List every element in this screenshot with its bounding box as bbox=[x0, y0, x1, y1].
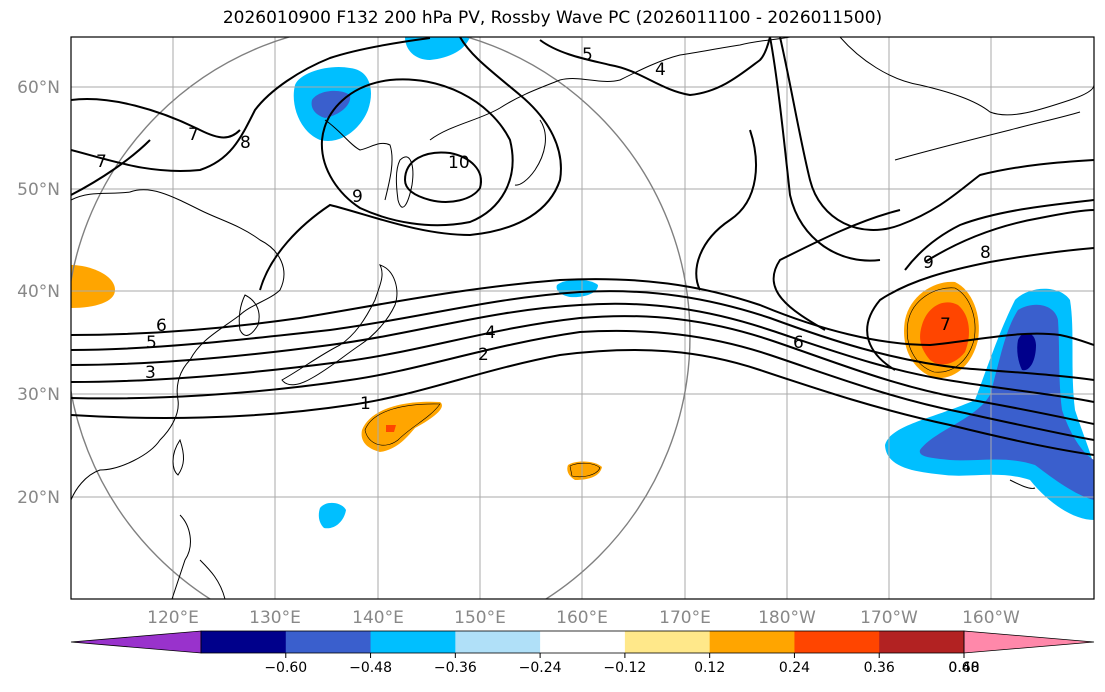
contour-label: 6 bbox=[156, 316, 167, 336]
positive-anomaly-west-edge bbox=[71, 265, 115, 308]
contour-label: 7 bbox=[188, 125, 199, 145]
lon-label: 160°W bbox=[962, 608, 1020, 628]
lon-label: 170°E bbox=[659, 608, 711, 628]
lon-label: 160°E bbox=[556, 608, 608, 628]
lat-label: 60°N bbox=[17, 78, 60, 98]
colorbar-tick-label: 0.12 bbox=[694, 660, 725, 676]
lat-label: 40°N bbox=[17, 282, 60, 302]
map-frame bbox=[70, 36, 1095, 600]
colorbar-swatch bbox=[201, 631, 287, 653]
negative-anomaly-okhotsk-core bbox=[311, 90, 351, 118]
lon-label: 170°W bbox=[860, 608, 918, 628]
negative-anomaly-east-pacific-core bbox=[919, 304, 1094, 500]
contour-2 bbox=[71, 329, 1094, 441]
lat-label: 30°N bbox=[17, 385, 60, 405]
colorbar: −0.60 −0.48 −0.36 −0.24 −0.12 0.12 0.24 0.36 0.4… bbox=[70, 630, 1095, 676]
contour-label: 9 bbox=[352, 187, 363, 207]
pv-contours bbox=[71, 37, 1094, 456]
contour-7-east bbox=[866, 247, 1094, 371]
contour-north-9 bbox=[320, 78, 514, 227]
graticule bbox=[71, 37, 1094, 599]
coastlines bbox=[71, 37, 1094, 599]
colorbar-extend-low bbox=[70, 630, 202, 654]
contour-label: 10 bbox=[448, 153, 470, 173]
colorbar-swatch bbox=[370, 631, 456, 653]
lon-label: 180°W bbox=[758, 608, 816, 628]
colorbar-swatch bbox=[540, 631, 626, 653]
colorbar-swatch bbox=[879, 631, 965, 653]
colorbar-tick-label: 0.48 bbox=[948, 660, 979, 676]
colorbar-tick-label: 0.60 bbox=[948, 660, 979, 676]
lat-label: 50°N bbox=[17, 180, 60, 200]
colorbar-extend-high bbox=[963, 630, 1095, 654]
contour-5-top bbox=[539, 37, 771, 97]
contour-1 bbox=[71, 349, 1094, 456]
contour-8-east bbox=[772, 209, 901, 331]
colorbar-swatch bbox=[624, 631, 711, 653]
negative-anomaly-north bbox=[405, 37, 470, 60]
colorbar-tick-label: 0.24 bbox=[779, 660, 810, 676]
contour-label: 4 bbox=[655, 60, 666, 80]
negative-anomaly-philippine bbox=[318, 502, 346, 529]
colorbar-swatch bbox=[794, 631, 880, 653]
colorbar-tick-label: −0.24 bbox=[519, 660, 562, 676]
positive-anomaly-east-pacific-core bbox=[920, 302, 970, 365]
contour-label: 9 bbox=[923, 253, 934, 273]
contour-3 bbox=[71, 315, 1094, 425]
colorbar-frame bbox=[200, 630, 965, 654]
positive-anomaly-marcus bbox=[567, 461, 602, 480]
map-title: 2026010900 F132 200 hPa PV, Rossby Wave … bbox=[222, 8, 883, 28]
contour-5 bbox=[71, 290, 1094, 381]
pv-anomaly-shading bbox=[71, 37, 1094, 529]
contour-8-west bbox=[71, 37, 431, 172]
contour-9-east bbox=[695, 129, 757, 291]
colorbar-swatch bbox=[709, 631, 795, 653]
lon-label: 130°E bbox=[249, 608, 301, 628]
contour-7-west bbox=[71, 98, 241, 139]
colorbar-tick-label: 0.36 bbox=[864, 660, 895, 676]
map-area bbox=[71, 37, 1094, 599]
colorbar-tick-label: −0.60 bbox=[264, 660, 307, 676]
contour-label: 5 bbox=[582, 45, 593, 65]
contour-label: 6 bbox=[793, 333, 804, 353]
contour-7-west-b bbox=[71, 139, 151, 196]
lon-label: 150°E bbox=[454, 608, 506, 628]
lon-label: 140°E bbox=[352, 608, 404, 628]
contour-8-east-b bbox=[924, 209, 1094, 263]
colorbar-swatch bbox=[455, 631, 541, 653]
contour-label: 3 bbox=[145, 363, 156, 383]
contour-4 bbox=[71, 302, 1094, 403]
colorbar-tick-label: −0.48 bbox=[349, 660, 392, 676]
contour-9-east-b bbox=[904, 199, 1094, 271]
contour-label-group: 1 2 3 4 5 6 6 7 7 8 8 9 9 10 4 5 7 bbox=[96, 45, 991, 414]
contour-deep-east-b bbox=[769, 37, 881, 262]
contour-6 bbox=[71, 278, 1094, 347]
contour-label: 8 bbox=[980, 243, 991, 263]
contour-north-10 bbox=[403, 151, 482, 203]
colorbar-tick-label: −0.36 bbox=[434, 660, 477, 676]
contour-label: 5 bbox=[146, 333, 157, 353]
positive-anomaly-south-japan-core bbox=[386, 425, 396, 432]
contour-label: 1 bbox=[360, 394, 371, 414]
colorbar-tick-label: −0.12 bbox=[603, 660, 646, 676]
longitude-labels: 120°E 130°E 140°E 150°E 160°E 170°E 180°… bbox=[147, 608, 1020, 628]
contour-deep-east bbox=[779, 37, 1094, 231]
contour-label: 7 bbox=[940, 315, 951, 335]
contour-label: 4 bbox=[485, 323, 496, 343]
negative-anomaly-east-pacific-peak bbox=[1017, 333, 1036, 371]
positive-anomaly-south-japan bbox=[361, 401, 442, 452]
latitude-labels: 60°N 50°N 40°N 30°N 20°N bbox=[17, 78, 60, 508]
contour-9-mid bbox=[259, 37, 562, 291]
lon-label: 120°E bbox=[147, 608, 199, 628]
contour-label: 2 bbox=[478, 345, 489, 365]
contour-label: 8 bbox=[240, 133, 251, 153]
colorbar-swatch bbox=[285, 631, 372, 653]
contour-label: 7 bbox=[96, 152, 107, 172]
shading-outlines bbox=[364, 287, 976, 478]
lat-label: 20°N bbox=[17, 488, 60, 508]
